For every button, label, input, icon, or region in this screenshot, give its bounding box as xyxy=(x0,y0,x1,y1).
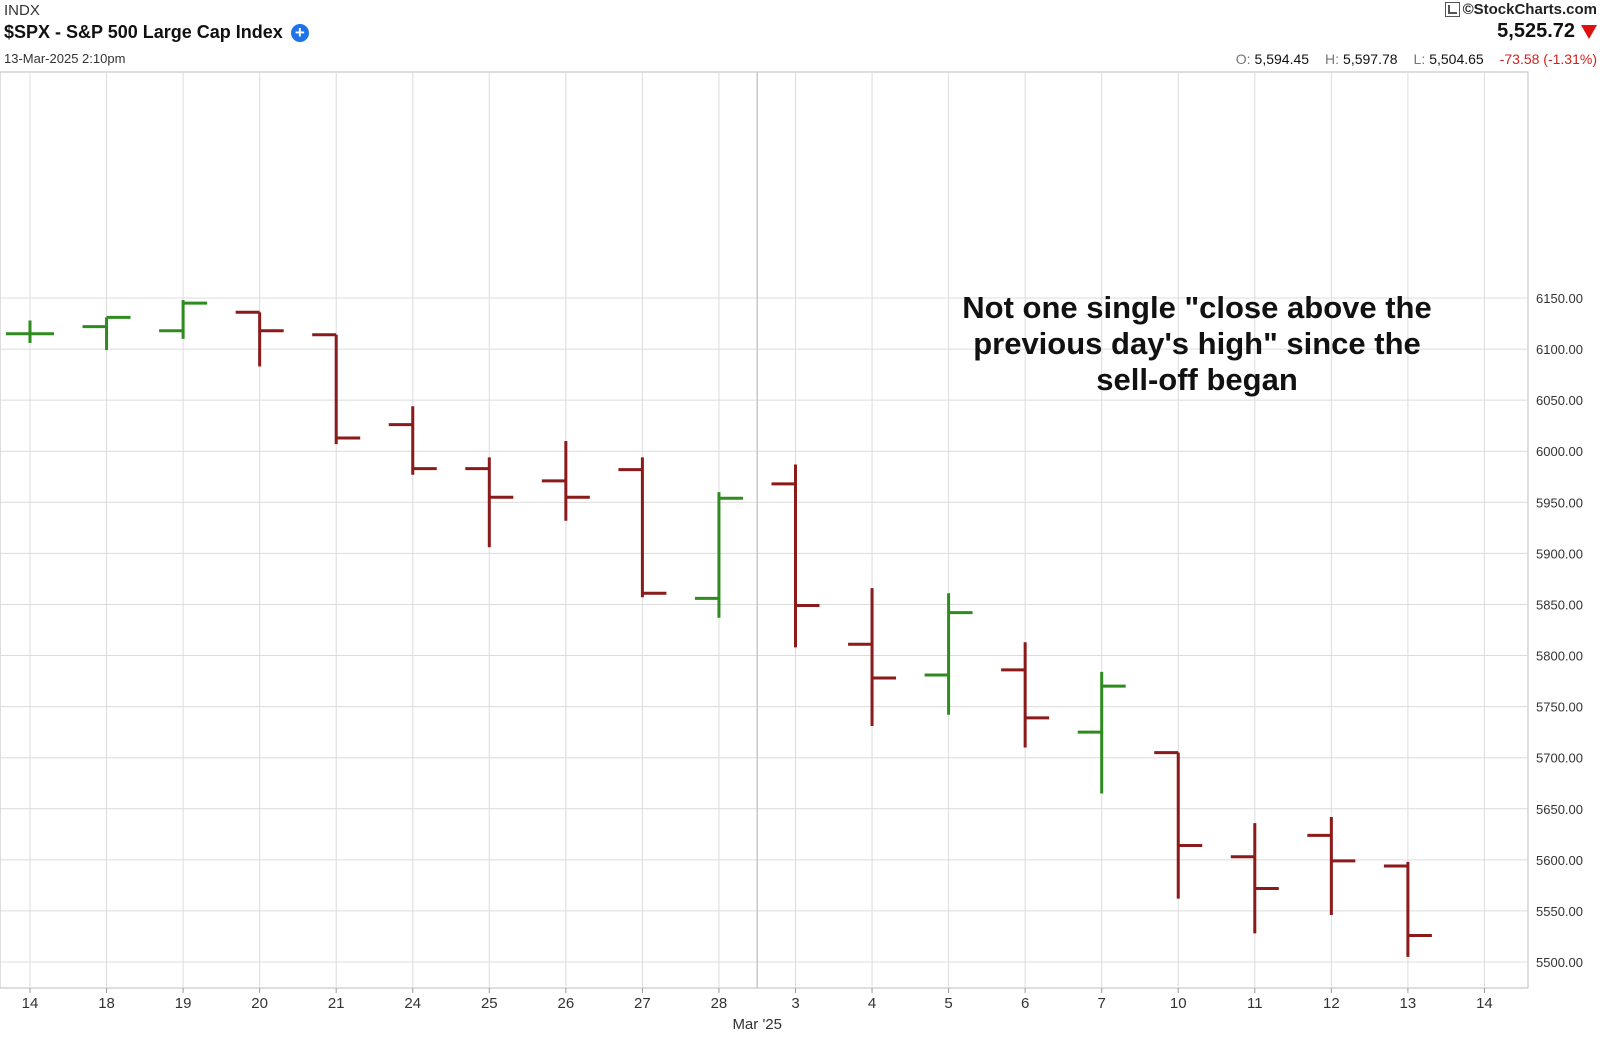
ohlc-bar xyxy=(541,441,590,521)
ohlc-bar xyxy=(618,457,667,598)
low-label: L: xyxy=(1413,51,1426,67)
stockcharts-logo-icon xyxy=(1444,2,1460,17)
y-tick-label: 5800.00 xyxy=(1536,649,1583,664)
x-tick-label: 25 xyxy=(481,995,498,1012)
x-tick-label: 13 xyxy=(1400,995,1417,1012)
y-tick-label: 5500.00 xyxy=(1536,955,1583,970)
x-tick-label: 14 xyxy=(22,995,39,1012)
y-tick-label: 5900.00 xyxy=(1536,546,1583,561)
x-tick-label: 18 xyxy=(98,995,115,1012)
y-tick-label: 5550.00 xyxy=(1536,904,1583,919)
last-price-row: 5,525.72 xyxy=(1497,20,1597,43)
ohlc-bar xyxy=(771,464,820,648)
x-tick-label: 5 xyxy=(944,995,952,1012)
brand[interactable]: ©StockCharts.com xyxy=(1444,1,1597,18)
low-value: 5,504.65 xyxy=(1429,51,1484,67)
x-tick-label: 26 xyxy=(558,995,575,1012)
y-tick-label: 5650.00 xyxy=(1536,802,1583,817)
x-tick-label: 14 xyxy=(1476,995,1493,1012)
open-value: 5,594.45 xyxy=(1254,51,1310,67)
open-label: O: xyxy=(1235,51,1251,67)
y-tick-label: 5600.00 xyxy=(1536,853,1583,868)
ohlc-bar xyxy=(1383,861,1432,957)
high-value: 5,597.78 xyxy=(1343,51,1398,67)
x-tick-label: 19 xyxy=(175,995,192,1012)
annotation-line-1: Not one single "close above the xyxy=(962,290,1432,325)
annotation-line-3: sell-off began xyxy=(1096,362,1298,397)
exchange-label: INDX xyxy=(4,2,40,19)
ohlc-bar xyxy=(1077,671,1126,794)
y-tick-label: 6000.00 xyxy=(1536,444,1583,459)
ohlc-bar xyxy=(924,593,973,715)
ohlc-bar xyxy=(1230,823,1279,934)
y-tick-label: 5750.00 xyxy=(1536,700,1583,715)
title-row: $SPX - S&P 500 Large Cap Index + xyxy=(4,22,309,43)
change-value: -73.58 (-1.31%) xyxy=(1499,51,1597,67)
ohlc-bar xyxy=(312,333,361,445)
x-tick-label: 10 xyxy=(1170,995,1187,1012)
ohlc-bar xyxy=(159,300,208,339)
ohlc-bar xyxy=(6,320,54,343)
ohlc-bar xyxy=(694,492,743,618)
last-price: 5,525.72 xyxy=(1497,20,1575,42)
x-tick-label: 4 xyxy=(868,995,876,1012)
add-plus-icon[interactable]: + xyxy=(290,23,309,42)
chart-title: $SPX - S&P 500 Large Cap Index xyxy=(4,22,283,42)
x-tick-label: 12 xyxy=(1323,995,1340,1012)
low-readout: L: 5,504.65 xyxy=(1414,51,1484,67)
high-readout: H: 5,597.78 xyxy=(1325,51,1398,67)
ohlc-bar xyxy=(82,315,131,351)
ohlc-bar xyxy=(1154,751,1203,899)
month-label: Mar '25 xyxy=(732,1016,782,1033)
ohlc-bar xyxy=(1001,642,1050,748)
ohlc-bar xyxy=(1307,816,1356,916)
x-tick-label: 11 xyxy=(1247,995,1263,1012)
y-tick-label: 5700.00 xyxy=(1536,751,1583,766)
ohlc-bar xyxy=(235,310,284,367)
y-tick-label: 6050.00 xyxy=(1536,393,1583,408)
x-tick-label: 28 xyxy=(711,995,728,1012)
x-tick-label: 20 xyxy=(251,995,268,1012)
x-tick-label: 21 xyxy=(328,995,345,1012)
brand-label: ©StockCharts.com xyxy=(1462,1,1597,18)
chart-datetime: 13-Mar-2025 2:10pm xyxy=(4,51,126,66)
ohlc-bar xyxy=(465,457,514,548)
chart-annotation: Not one single "close above the previous… xyxy=(952,290,1442,398)
x-tick-label: 7 xyxy=(1098,995,1106,1012)
x-tick-label: 3 xyxy=(791,995,799,1012)
y-tick-label: 6150.00 xyxy=(1536,291,1583,306)
high-label: H: xyxy=(1325,51,1340,67)
annotation-line-2: previous day's high" since the xyxy=(973,326,1421,361)
open-readout: O: 5,594.45 xyxy=(1236,51,1309,67)
down-arrow-icon xyxy=(1581,24,1597,39)
x-tick-label: 27 xyxy=(634,995,651,1012)
x-tick-label: 24 xyxy=(404,995,421,1012)
y-tick-label: 5950.00 xyxy=(1536,495,1583,510)
ohlc-readout: O: 5,594.45 H: 5,597.78 L: 5,504.65 -73.58 … xyxy=(1236,51,1597,67)
plot-frame xyxy=(0,71,1529,989)
ohlc-bar xyxy=(388,406,437,475)
ohlc-bar xyxy=(848,588,897,727)
x-tick-label: 6 xyxy=(1021,995,1029,1012)
y-tick-label: 6100.00 xyxy=(1536,342,1583,357)
y-tick-label: 5850.00 xyxy=(1536,597,1583,612)
